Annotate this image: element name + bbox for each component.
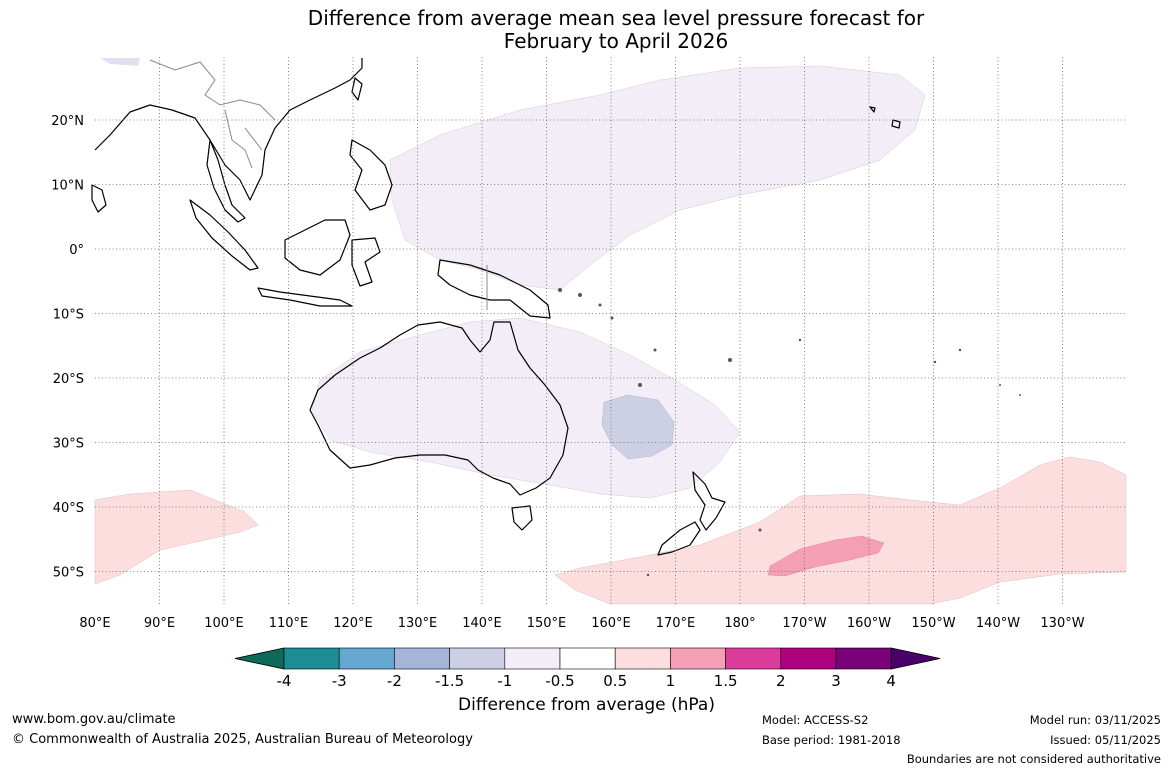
sumatra-coastline: [189, 199, 259, 271]
longitude-label: 120°E: [333, 616, 373, 631]
longitude-label: 150°W: [911, 616, 955, 631]
sri-lanka-coastline: [91, 184, 107, 213]
longitude-label: 170°W: [782, 616, 826, 631]
map-title-line2: February to April 2026: [503, 29, 729, 53]
sulawesi-coastline: [351, 237, 381, 287]
colorbar-segment: [394, 647, 450, 670]
latitude-label: 30°S: [53, 437, 84, 452]
colorbar-segment: [449, 647, 506, 670]
latitude-label: 0°: [69, 243, 84, 258]
longitude-label: 130°W: [1040, 616, 1084, 631]
tasmania-coastline: [511, 505, 533, 531]
latitude-label: 50°S: [53, 566, 84, 581]
australia-coastline: [309, 321, 569, 496]
colorbar-tick-label: -1: [497, 672, 512, 690]
colorbar-tick-label: -2: [387, 672, 402, 690]
longitude-label: 140°E: [462, 616, 502, 631]
colorbar-min-extension: [234, 647, 285, 670]
colorbar-max-extension: [890, 647, 941, 670]
colorbar-segment: [614, 647, 671, 670]
latitude-labels: 20°N 10°N 0° 10°S 20°S 30°S 40°S 50°S: [51, 114, 84, 581]
longitude-label: 110°E: [269, 616, 309, 631]
colorbar-tick-label: 1.5: [714, 672, 738, 690]
hawaii-coastline: [869, 106, 901, 129]
latitude-label: 20°S: [53, 372, 84, 387]
longitude-label: 90°E: [144, 616, 175, 631]
colorbar-segment: [725, 647, 782, 670]
pacific-islands: [558, 288, 1021, 577]
longitude-label: 100°E: [204, 616, 244, 631]
longitude-label: 160°W: [847, 616, 891, 631]
philippines-coastline: [349, 139, 393, 211]
longitude-label: 130°E: [398, 616, 438, 631]
colorbar: -4 -3 -2 -1.5 -1 -0.5 0.5 1 1.5 2 3 4: [234, 647, 941, 690]
latitude-label: 10°S: [53, 308, 84, 323]
colorbar-tick-label: -0.5: [545, 672, 574, 690]
colorbar-tick-label: -4: [277, 672, 292, 690]
anomaly-area-neg05-asia: [100, 58, 140, 66]
anomaly-fields: [94, 58, 1127, 605]
colorbar-segment: [283, 647, 340, 670]
map-title-line1: Difference from average mean sea level p…: [307, 6, 925, 30]
colorbar-tick-label: -3: [332, 672, 347, 690]
copyright-text: © Commonwealth of Australia 2025, Austra…: [12, 732, 473, 747]
longitude-label: 170°E: [656, 616, 696, 631]
colorbar-segment: [835, 647, 892, 670]
new-zealand-south-coastline: [657, 521, 701, 556]
java-coastline: [257, 287, 353, 307]
new-guinea-coastline: [437, 259, 551, 319]
boundaries-disclaimer: Boundaries are not considered authoritat…: [906, 752, 1161, 766]
mainland-asia-coastline: [94, 58, 363, 201]
anomaly-area-neg05-pacific: [389, 65, 926, 291]
anomaly-area-pos1: [767, 535, 885, 577]
malay-peninsula-coastline: [206, 139, 246, 223]
issued-date: Issued: 05/11/2025: [1050, 733, 1161, 747]
colorbar-tick-label: 1: [666, 672, 676, 690]
colorbar-title: Difference from average (hPa): [458, 695, 715, 715]
colorbar-segment: [338, 647, 395, 670]
colorbar-tick-label: 3: [831, 672, 841, 690]
colorbar-tick-label: 0.5: [603, 672, 627, 690]
coastlines: [91, 58, 901, 556]
latitude-label: 20°N: [51, 114, 84, 129]
model-name: Model: ACCESS-S2: [762, 713, 869, 727]
colorbar-tick-label: 2: [776, 672, 786, 690]
new-zealand-north-coastline: [692, 471, 726, 531]
base-period: Base period: 1981-2018: [762, 733, 901, 747]
longitude-label: 180°: [724, 616, 755, 631]
colorbar-segment: [670, 647, 726, 670]
country-borders: [149, 59, 488, 310]
anomaly-area-pos05-southern: [554, 456, 1127, 605]
longitude-label: 150°E: [527, 616, 567, 631]
anomaly-area-neg1-tasman: [601, 394, 675, 460]
colorbar-segment: [504, 647, 561, 670]
anomaly-area-pos05-indian: [94, 489, 259, 585]
graticule: [95, 57, 1126, 604]
colorbar-tick-label: 4: [886, 672, 896, 690]
longitude-label: 80°E: [79, 616, 110, 631]
latitude-label: 10°N: [51, 179, 84, 194]
longitude-labels: 80°E 90°E 100°E 110°E 120°E 130°E 140°E 150°E 16…: [79, 616, 1084, 631]
taiwan-coastline: [351, 77, 363, 101]
latitude-label: 40°S: [53, 501, 84, 516]
colorbar-segment: [780, 647, 837, 670]
model-run-date: Model run: 03/11/2025: [1029, 713, 1161, 727]
longitude-label: 160°E: [591, 616, 631, 631]
borneo-coastline: [284, 219, 351, 276]
website-link[interactable]: www.bom.gov.au/climate: [12, 712, 176, 727]
longitude-label: 140°W: [976, 616, 1020, 631]
colorbar-segment: [559, 647, 616, 670]
colorbar-tick-label: -1.5: [435, 672, 464, 690]
